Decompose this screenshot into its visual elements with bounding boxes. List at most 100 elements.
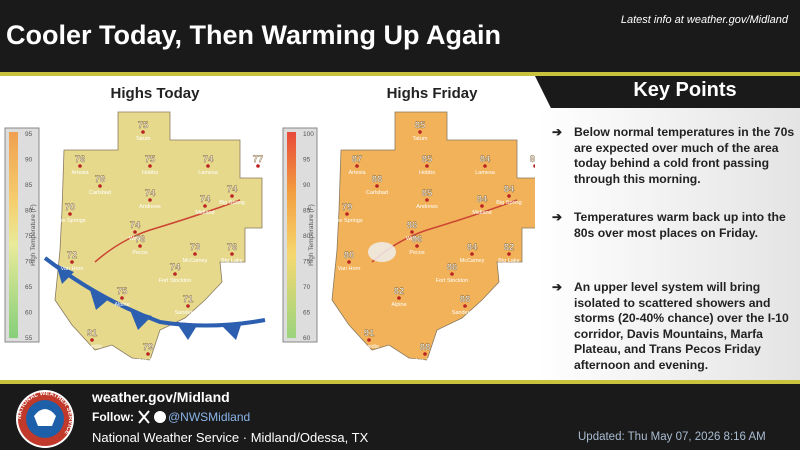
city-dot [70,260,74,264]
scale-bar [287,132,296,338]
city-temp: 75 [138,120,149,131]
rain-icon [368,242,396,262]
city-temp: 91 [87,328,98,339]
city-dot [186,304,190,308]
city-temp: 77 [253,154,264,165]
city-dot [98,184,102,188]
map-title: Highs Friday [387,85,479,102]
city-name: Big Spring [496,200,521,206]
city-name: McCamey [183,258,208,264]
city-dot [347,260,351,264]
updated: Updated: Thu May 07, 2026 8:16 AM [578,431,766,443]
city-name: Fort Stockton [436,278,469,284]
city-name: Artesia [71,170,89,176]
city-dot [415,244,419,248]
city-name: Lamesa [198,170,219,176]
social-handle[interactable]: @NWSMidland [168,410,251,424]
city-dot [397,296,401,300]
city-dot [480,204,484,208]
city-dot [463,304,467,308]
follow-label: Follow: [92,410,134,424]
city-dot [375,184,379,188]
city-name: Carlsbad [366,190,388,196]
city-temp: 78 [95,174,106,185]
city-dot [230,252,234,256]
city-dot [418,130,422,134]
city-name: Pine Springs [54,218,85,224]
scale-tick-label: 55 [25,335,33,342]
scale-tick-label: 95 [25,131,33,138]
city-name: Presidio [359,344,379,350]
city-dot [133,230,137,234]
city-temp: 87 [352,154,363,165]
bullet: An upper level system will bring isolate… [552,280,798,373]
scale-tick-label: 60 [303,335,311,342]
city-name: Sanderson [175,310,202,316]
city-temp: 85 [422,188,433,199]
city-name: Andrews [139,204,161,210]
website[interactable]: weather.gov/Midland [92,389,230,405]
city-temp: 86 [447,262,458,273]
scale-tick-label: 70 [303,284,311,291]
city-dot [193,252,197,256]
info-link[interactable]: Latest info at weather.gov/Midland [620,14,788,26]
city-dot [425,198,429,202]
city-temp: 91 [364,328,375,339]
city-name: Carlsbad [89,190,111,196]
city-temp: 74 [130,220,141,231]
scale-tick-label: 80 [303,233,311,240]
city-dot [203,204,207,208]
scale-label: High Temperature (F) [308,204,315,266]
city-name: Andrews [416,204,438,210]
city-name: Midland [472,210,491,216]
city-name: McCamey [460,258,485,264]
city-temp: 71 [183,294,194,305]
nws-logo: NATIONAL WEATHER SERVICE [16,390,74,448]
city-dot [78,164,82,168]
city-temp: 80 [344,250,355,261]
city-dot [423,352,427,356]
city-dot [507,252,511,256]
city-name: Midland [195,210,214,216]
city-temp: 88 [372,174,383,185]
city-name: Big Spring [219,200,244,206]
city-temp: 82 [504,242,515,253]
city-name: Van Horn [338,266,361,272]
map-shape [331,111,535,361]
city-temp: 86 [412,234,423,245]
city-temp: 74 [145,188,156,199]
key-points-title: Key Points [633,79,737,101]
city-name: Van Horn [61,266,84,272]
scale-tick-label: 90 [25,157,33,164]
city-name: Panther Junction [127,358,168,364]
scale-tick-label: 80 [25,208,33,215]
scale-tick-label: 100 [303,131,314,138]
scale-tick-label: 90 [303,182,311,189]
city-dot [367,338,371,342]
city-temp: 79 [143,342,154,353]
city-dot [138,244,142,248]
city-temp: 85 [422,154,433,165]
city-temp: 85 [415,120,426,131]
divider [0,380,800,384]
city-dot [90,338,94,342]
title: Cooler Today, Then Warming Up Again [6,20,502,50]
city-name: Pine Springs [331,218,362,224]
city-temp: 74 [227,184,238,195]
bullet: Temperatures warm back up into the 80s o… [552,210,798,241]
map-today: Highs Today 95 90 85 80 75 70 65 60 55 High Tempe… [4,85,267,364]
city-temp: 74 [170,262,181,273]
city-dot [206,164,210,168]
city-name: Tatum [413,136,428,142]
scale-tick-label: 85 [25,182,33,189]
city-name: Wink [406,236,418,242]
city-dot [345,212,349,216]
city-temp: 76 [227,242,238,253]
city-dot [146,352,150,356]
city-temp: 82 [394,286,405,297]
scale-tick-label: 85 [303,208,311,215]
city-temp: 86 [407,220,418,231]
maps: Highs Today 95 90 85 80 75 70 65 60 55 High Tempe… [4,85,535,364]
city-temp: 84 [480,154,491,165]
